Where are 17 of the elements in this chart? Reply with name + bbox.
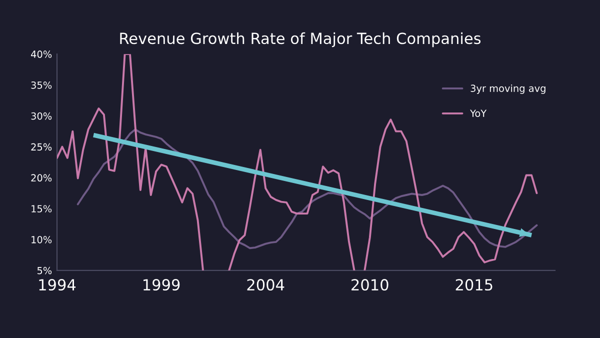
- x-tick-label: 1994: [39, 279, 76, 291]
- y-tick-label: 40%: [31, 50, 52, 58]
- y-tick-label: 15%: [32, 205, 52, 212]
- chart-title: Revenue Growth Rate of Major Tech Companies: [120, 32, 481, 48]
- y-tick-label: 35%: [31, 81, 52, 89]
- y-tick-label: 25%: [31, 143, 52, 151]
- legend-label: YoY: [470, 110, 487, 117]
- y-tick-label: 30%: [31, 112, 52, 120]
- x-tick-label: 1999: [144, 279, 180, 291]
- legend-label: 3yr moving avg: [470, 84, 546, 94]
- y-tick-label: 10%: [32, 236, 52, 244]
- x-tick-label: 2004: [247, 279, 284, 291]
- x-tick-label: 2015: [456, 279, 492, 291]
- x-tick-label: 2010: [352, 279, 388, 291]
- y-tick-label: 5%: [37, 266, 52, 274]
- y-tick-label: 20%: [31, 174, 52, 182]
- line-series: [76, 128, 538, 250]
